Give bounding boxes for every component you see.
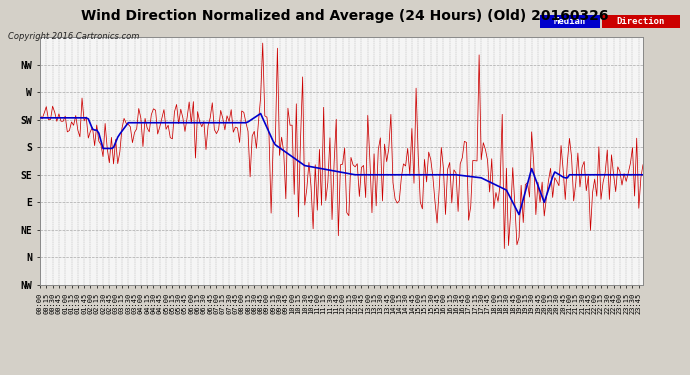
Text: Median: Median <box>554 17 586 26</box>
Text: Copyright 2016 Cartronics.com: Copyright 2016 Cartronics.com <box>8 32 139 41</box>
Text: Wind Direction Normalized and Average (24 Hours) (Old) 20160326: Wind Direction Normalized and Average (2… <box>81 9 609 23</box>
Text: Direction: Direction <box>617 17 665 26</box>
